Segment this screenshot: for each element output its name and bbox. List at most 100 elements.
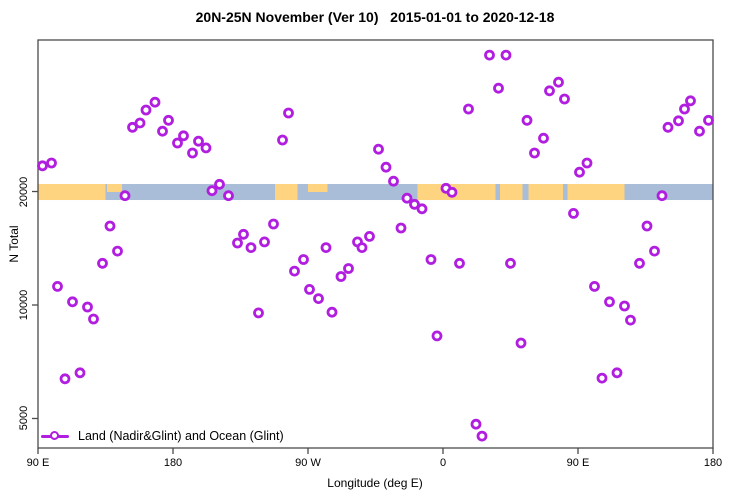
chart-title: 20N-25N November (Ver 10) 2015-01-01 to … [195,9,555,25]
y-tick-label: 20000 [18,176,30,207]
data-point [313,293,324,305]
data-point [589,280,600,292]
data-point [388,175,399,187]
data-point [619,300,630,312]
data-point [463,103,474,115]
map-band-land [500,184,523,201]
data-point [74,367,86,379]
legend-marker-icon [41,430,69,442]
x-tick-label: 90 E [566,457,590,469]
data-point [200,142,212,154]
data-point [470,418,482,430]
data-point [553,76,564,88]
y-axis-title: N Total [7,225,21,263]
data-point [476,430,488,442]
data-point [127,121,138,133]
x-tick-label: 90 W [295,457,321,469]
x-axis-title: Longitude (deg E) [327,476,423,490]
data-point [268,218,279,230]
data-point [574,166,585,178]
data-point [500,49,512,61]
data-point [529,147,540,159]
data-point [662,121,674,133]
data-point [178,130,189,142]
data-point [259,236,270,248]
data-point [416,203,428,215]
data-point [119,190,131,202]
map-band-land [308,184,328,193]
data-point [289,265,300,277]
data-point [649,245,660,257]
data-point [206,185,218,197]
data-point [163,114,174,126]
data-point [46,157,57,169]
data-point [521,114,533,126]
data-point [283,107,294,119]
data-point [679,103,690,115]
data-point [431,330,443,342]
data-point [232,237,243,249]
data-point [52,280,63,292]
data-point [544,85,555,97]
plot-frame [37,39,714,449]
data-point [140,104,152,116]
data-point [409,198,420,210]
data-point [538,132,549,144]
data-point [104,220,116,232]
y-tick-label: 5000 [18,406,30,431]
data-point [568,207,579,219]
data-point [596,372,608,384]
data-point [373,143,384,155]
x-tick-label: 0 [439,457,447,469]
data-point [685,95,696,107]
x-tick-label: 180 [703,457,723,469]
data-point [223,190,234,202]
data-point [193,135,204,147]
map-band-land [528,184,563,201]
data-point [581,157,593,169]
data-point [88,313,99,325]
data-point [694,125,705,137]
y-tick-label: 10000 [18,289,30,321]
data-point [304,283,315,295]
data-point [625,314,636,326]
data-point [187,147,198,159]
data-point [425,254,437,265]
data-point [67,296,78,308]
x-tick-label: 90 E [26,457,50,469]
data-point [326,306,338,318]
data-point [59,373,71,385]
data-point [253,307,264,319]
legend-label: Land (Nadir&Glint) and Ocean (Glint) [78,429,284,443]
data-point [320,242,332,254]
data-point [157,125,168,137]
data-point [82,301,93,313]
data-point [149,96,161,108]
data-point [401,192,413,204]
data-point [703,114,714,126]
data-point [673,115,684,127]
data-point [214,178,225,190]
data-point [559,93,570,105]
data-point [604,296,615,308]
data-point [112,245,123,257]
data-point [380,161,392,173]
data-point [634,257,645,269]
data-point [238,228,249,240]
data-point [493,82,504,94]
data-point [335,271,347,282]
data-point [298,254,309,265]
data-point [454,257,465,269]
x-tick-label: 180 [163,457,183,469]
data-point [356,242,368,254]
data-point [245,242,257,254]
data-point [37,160,48,172]
map-band-land [567,184,625,201]
data-point [515,337,527,349]
data-point [343,263,354,274]
data-point [395,222,407,234]
legend: Land (Nadir&Glint) and Ocean (Glint) [41,429,284,443]
data-point [611,367,623,379]
